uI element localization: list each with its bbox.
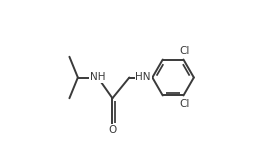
Text: O: O xyxy=(108,125,116,135)
Text: NH: NH xyxy=(90,73,105,82)
Text: Cl: Cl xyxy=(179,46,189,56)
Text: HN: HN xyxy=(135,73,151,82)
Text: Cl: Cl xyxy=(179,99,189,109)
